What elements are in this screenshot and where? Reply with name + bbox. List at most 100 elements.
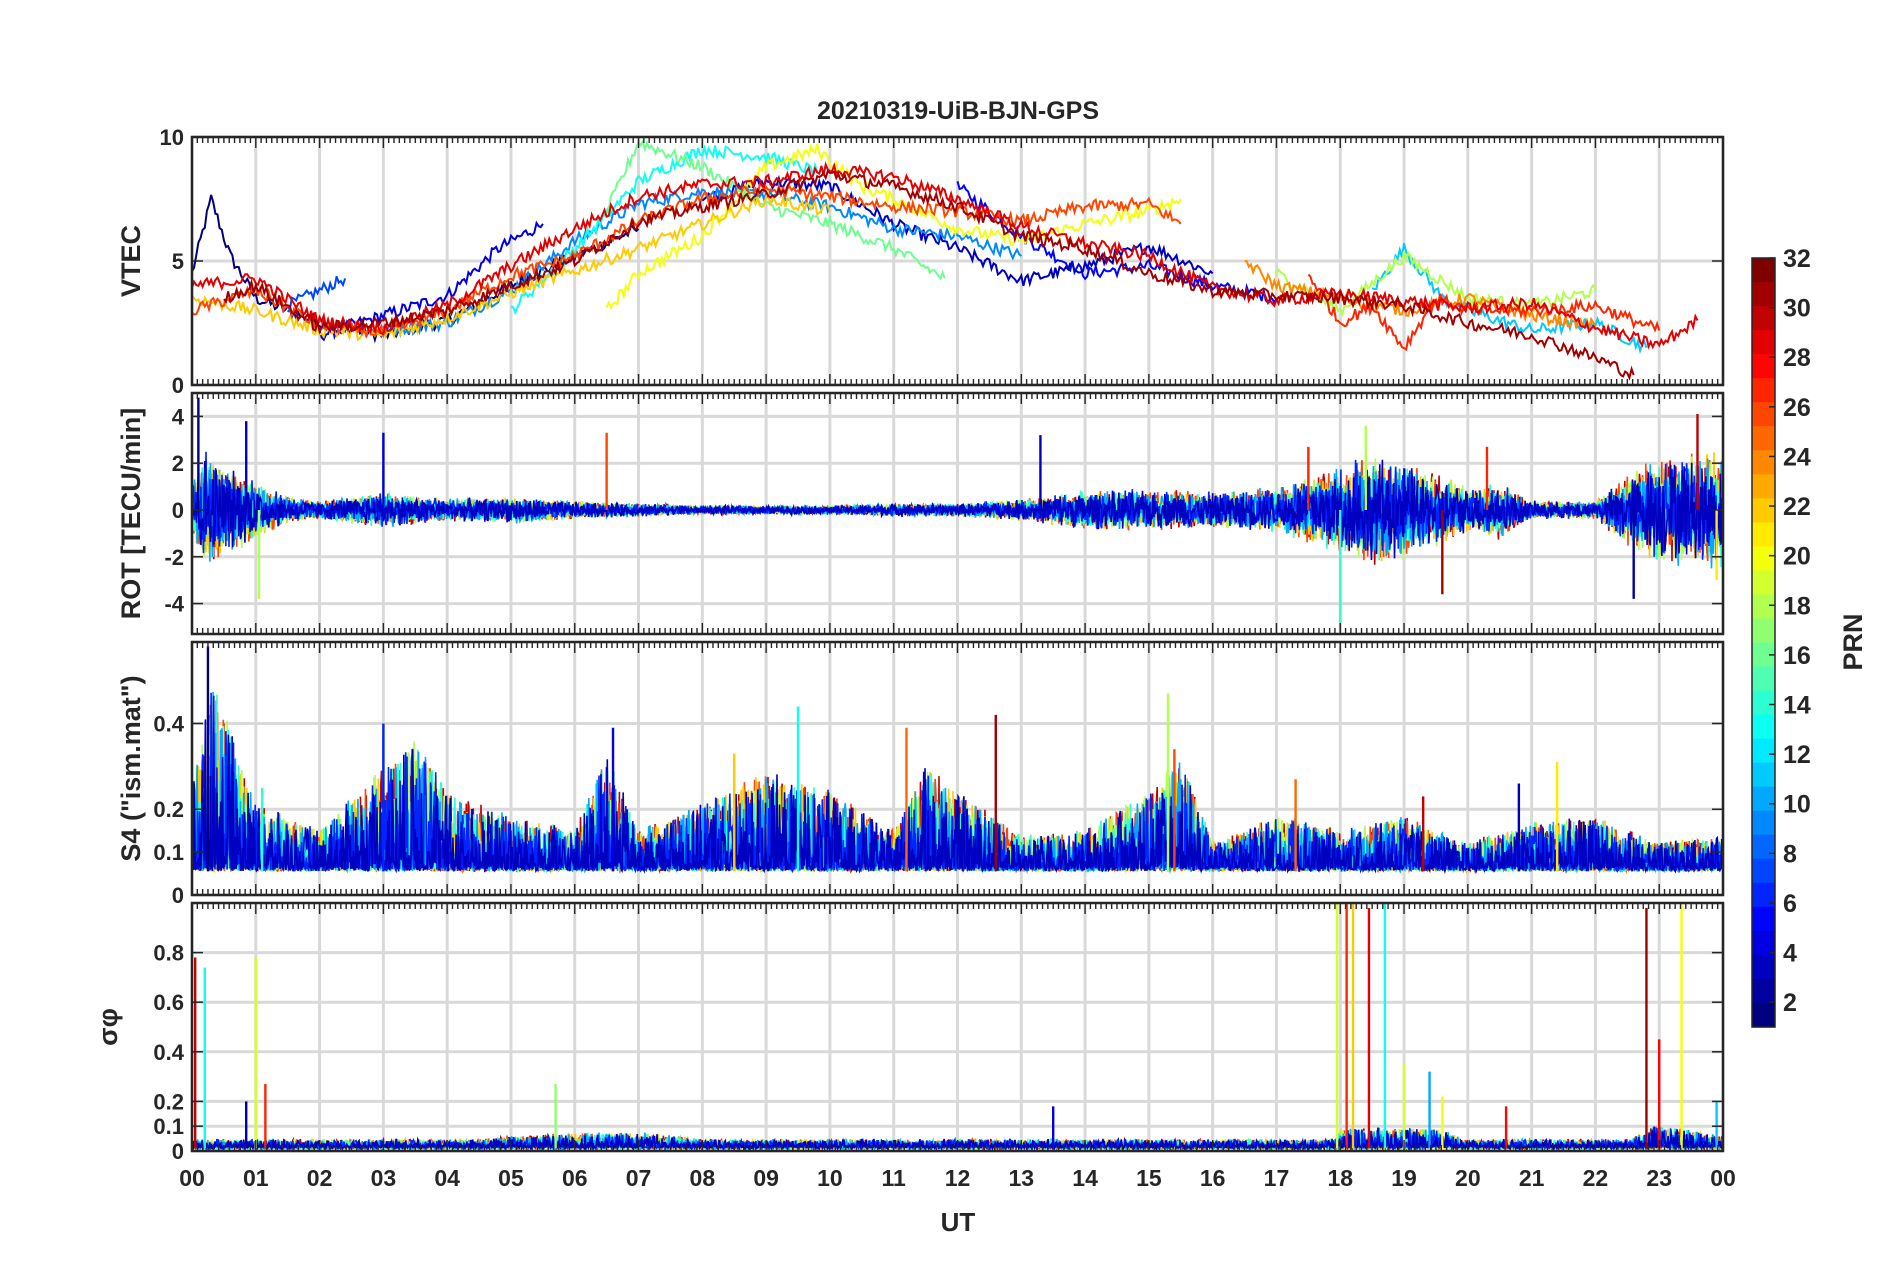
panel-s4: 0 0.1 0.2 0.4 S4 ("ism.mat") bbox=[116, 640, 1725, 908]
colorbar-tick-label: 20 bbox=[1783, 543, 1811, 571]
colorbar-band bbox=[1752, 282, 1775, 307]
colorbar-band bbox=[1752, 954, 1775, 980]
y-tick-label: 0.1 bbox=[153, 1114, 184, 1139]
y-tick-label: 0.4 bbox=[153, 1040, 184, 1065]
x-tick-label: 14 bbox=[1072, 1165, 1098, 1191]
colorbar-band bbox=[1752, 642, 1775, 668]
panel-frame bbox=[190, 640, 1725, 897]
colorbar-band bbox=[1752, 930, 1775, 956]
panel-rot: 4 2 0 -2 -4 ROT [TECU/min] bbox=[116, 391, 1725, 636]
x-tick-label: 20 bbox=[1455, 1165, 1481, 1191]
colorbar-band bbox=[1752, 834, 1775, 860]
x-tick-label: 05 bbox=[498, 1165, 524, 1191]
series-prn-31 bbox=[223, 169, 1635, 381]
panel-data bbox=[192, 397, 1723, 632]
y-tick-label: 0 bbox=[172, 498, 184, 523]
series-prn-11 bbox=[1371, 243, 1648, 355]
y-tick-label: 0.2 bbox=[153, 797, 184, 822]
colorbar-band bbox=[1752, 330, 1775, 355]
colorbar-band bbox=[1752, 450, 1775, 475]
colorbar-band bbox=[1752, 690, 1775, 716]
colorbar-tick-label: 16 bbox=[1783, 642, 1811, 670]
colorbar-band bbox=[1752, 570, 1775, 596]
panel-vtec: 0 5 10 VTEC bbox=[116, 125, 1725, 398]
panel-sigma_phi: 00.10.2 0.4 0.6 0.8 σφ bbox=[93, 901, 1725, 1164]
colorbar-band bbox=[1752, 906, 1775, 932]
colorbar-band bbox=[1752, 354, 1775, 379]
colorbar-band bbox=[1752, 714, 1775, 740]
panel-frame bbox=[190, 135, 1725, 387]
colorbar-band bbox=[1752, 762, 1775, 788]
colorbar-band bbox=[1752, 306, 1775, 331]
panel-frame bbox=[190, 901, 1725, 1153]
x-tick-label: 19 bbox=[1391, 1165, 1417, 1191]
x-tick-label: 06 bbox=[562, 1165, 588, 1191]
colorbar-tick-label: 32 bbox=[1783, 245, 1811, 273]
colorbar-tick-label: 22 bbox=[1783, 493, 1811, 521]
colorbar-band bbox=[1752, 618, 1775, 644]
series-prn-27 bbox=[1307, 273, 1661, 352]
x-tick-label: 10 bbox=[817, 1165, 843, 1191]
colorbar-tick-label: 12 bbox=[1783, 741, 1811, 769]
colorbar-band bbox=[1752, 810, 1775, 836]
colorbar-band bbox=[1752, 594, 1775, 620]
colorbar-band bbox=[1752, 426, 1775, 451]
x-tick-label: 21 bbox=[1519, 1165, 1545, 1191]
y-tick-label: 4 bbox=[172, 404, 185, 429]
colorbar-tick-label: 10 bbox=[1783, 791, 1811, 819]
colorbar-band bbox=[1752, 474, 1775, 499]
series-prn-5 bbox=[956, 181, 1278, 305]
colorbar-band bbox=[1752, 1002, 1775, 1028]
series-prn-3 bbox=[192, 459, 1723, 561]
colorbar-label: PRN bbox=[1838, 613, 1868, 670]
y-tick-label: 0.2 bbox=[153, 1089, 184, 1114]
colorbar-tick-label: 28 bbox=[1783, 344, 1811, 372]
colorbar-tick-label: 4 bbox=[1783, 940, 1797, 968]
x-tick-label: 03 bbox=[371, 1165, 397, 1191]
x-axis-label: UT bbox=[941, 1207, 976, 1237]
x-tick-label: 00 bbox=[179, 1165, 205, 1191]
colorbar-band bbox=[1752, 666, 1775, 692]
x-tick-label: 22 bbox=[1583, 1165, 1609, 1191]
y-tick-label: 2 bbox=[172, 451, 184, 476]
colorbar-band bbox=[1752, 858, 1775, 884]
x-tick-label: 09 bbox=[753, 1165, 779, 1191]
colorbar-band bbox=[1752, 978, 1775, 1004]
colorbar-tick-label: 8 bbox=[1783, 840, 1797, 868]
y-axis-label: ROT [TECU/min] bbox=[116, 408, 146, 619]
y-tick-label: 0 bbox=[172, 1139, 184, 1164]
colorbar-band bbox=[1752, 498, 1775, 523]
colorbar-tick-label: 30 bbox=[1783, 295, 1811, 323]
x-tick-label: 16 bbox=[1200, 1165, 1226, 1191]
colorbar-tick-label: 18 bbox=[1783, 592, 1811, 620]
colorbar-band bbox=[1752, 546, 1775, 572]
x-tick-label: 18 bbox=[1327, 1165, 1353, 1191]
colorbar-band bbox=[1752, 738, 1775, 764]
x-tick-label: 01 bbox=[243, 1165, 269, 1191]
y-tick-label: 0.4 bbox=[153, 711, 184, 736]
x-tick-label: 00 bbox=[1710, 1165, 1736, 1191]
panel-data bbox=[192, 646, 1723, 875]
series-prn-22 bbox=[192, 191, 831, 342]
x-tick-label: 17 bbox=[1264, 1165, 1290, 1191]
x-tick-label: 23 bbox=[1646, 1165, 1672, 1191]
series-prn-16 bbox=[605, 138, 946, 281]
colorbar-frame bbox=[1751, 257, 1776, 1028]
y-tick-label: 5 bbox=[172, 249, 184, 274]
y-axis-label: VTEC bbox=[116, 225, 146, 297]
y-tick-label: 0 bbox=[172, 883, 184, 908]
x-tick-label: 12 bbox=[945, 1165, 971, 1191]
x-tick-label: 08 bbox=[690, 1165, 716, 1191]
y-tick-label: 10 bbox=[160, 125, 184, 150]
series-prn-9 bbox=[382, 184, 1022, 338]
y-tick-label: 0.1 bbox=[153, 840, 184, 865]
panel-frame bbox=[190, 391, 1725, 636]
colorbar-tick-label: 2 bbox=[1783, 989, 1797, 1017]
colorbar-tick-label: 6 bbox=[1783, 890, 1797, 918]
colorbar-band bbox=[1752, 522, 1775, 547]
y-tick-label: 0.8 bbox=[153, 941, 184, 966]
colorbar-band bbox=[1752, 882, 1775, 908]
x-tick-label: 11 bbox=[882, 1165, 907, 1191]
